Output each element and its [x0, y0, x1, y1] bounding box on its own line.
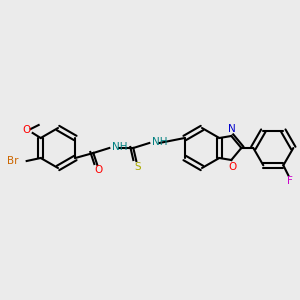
Text: F: F: [287, 176, 293, 186]
Text: NH: NH: [112, 142, 128, 152]
Text: S: S: [134, 162, 141, 172]
Text: NH: NH: [152, 137, 168, 147]
Text: O: O: [22, 125, 31, 135]
Text: O: O: [228, 162, 236, 172]
Text: N: N: [228, 124, 236, 134]
Text: O: O: [94, 165, 102, 175]
Text: Br: Br: [7, 157, 19, 166]
